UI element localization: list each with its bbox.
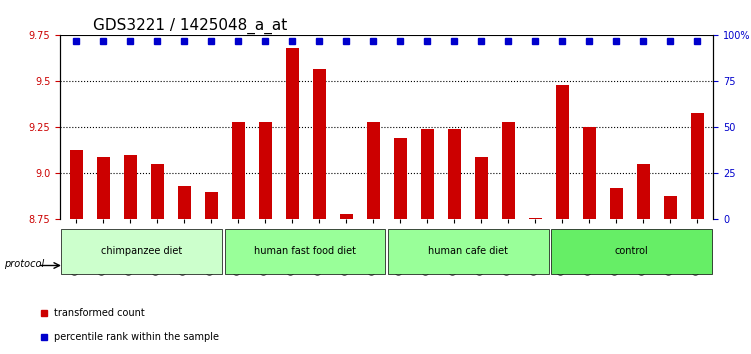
Bar [448, 129, 461, 219]
FancyBboxPatch shape [225, 229, 385, 274]
Bar [177, 186, 191, 219]
Bar [123, 155, 137, 219]
Bar [258, 122, 272, 219]
Bar [529, 218, 542, 219]
FancyBboxPatch shape [388, 229, 549, 274]
Bar [502, 122, 515, 219]
Text: chimpanzee diet: chimpanzee diet [101, 246, 182, 256]
Text: transformed count: transformed count [55, 308, 145, 318]
Bar [204, 192, 218, 219]
Bar [312, 69, 326, 219]
Bar [690, 113, 704, 219]
FancyBboxPatch shape [551, 229, 712, 274]
Text: GDS3221 / 1425048_a_at: GDS3221 / 1425048_a_at [93, 18, 287, 34]
Bar [394, 138, 407, 219]
Bar [231, 122, 245, 219]
Bar [637, 164, 650, 219]
Bar [285, 48, 299, 219]
Bar [150, 164, 164, 219]
Bar [97, 157, 110, 219]
Text: control: control [615, 246, 649, 256]
FancyBboxPatch shape [62, 229, 222, 274]
Bar [475, 157, 488, 219]
Text: percentile rank within the sample: percentile rank within the sample [55, 332, 219, 342]
Bar [366, 122, 380, 219]
Bar [583, 127, 596, 219]
Bar [70, 149, 83, 219]
Bar [663, 195, 677, 219]
Bar [339, 214, 353, 219]
Bar [556, 85, 569, 219]
Text: human cafe diet: human cafe diet [428, 246, 508, 256]
Text: protocol: protocol [4, 259, 44, 269]
Text: human fast food diet: human fast food diet [254, 246, 356, 256]
Bar [421, 129, 434, 219]
Bar [610, 188, 623, 219]
